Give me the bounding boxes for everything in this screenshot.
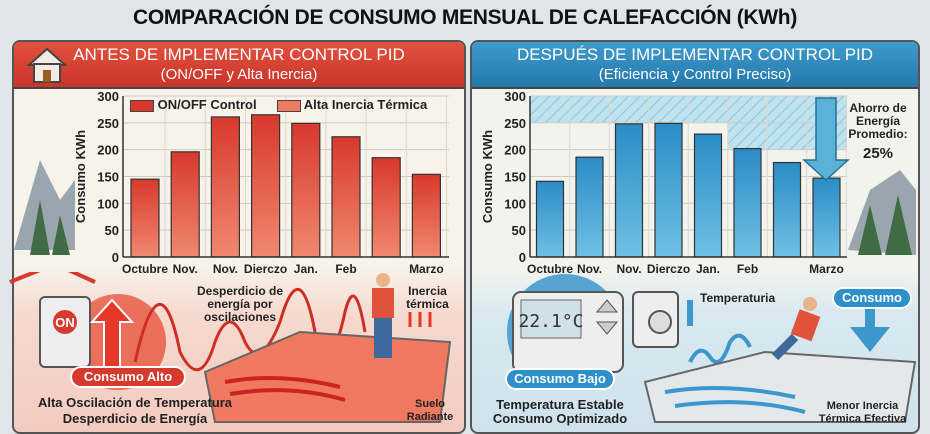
bar [535,180,565,258]
legend-item-inertia: Alta Inercia Térmica [276,97,427,112]
bar [411,173,441,258]
savings-arrow-icon [802,97,850,182]
y-tick-label: 150 [504,170,526,185]
bar [812,177,841,258]
bar [331,136,361,258]
savings-hatch-region [688,96,728,123]
y-tick-label: 100 [97,196,119,211]
on-badge: ON [55,315,75,330]
tree-right [858,195,912,255]
x-tick-label: Feb [737,262,758,276]
before-caption-2: Desperdicio de Energía [62,411,208,426]
x-tick-label: Nov. [616,262,641,276]
heat-arrows-icon [408,312,432,327]
inertia-label: Inercia térmica [406,284,449,311]
bar [693,133,723,258]
x-tick-label: Jan. [696,262,720,276]
y-tick-label: 200 [97,143,119,158]
house-icon [26,47,68,83]
bar [130,178,160,258]
bar [291,122,321,258]
consumption-badge: Consumo [832,287,912,309]
savings-hatch-region [530,96,570,123]
bar [614,123,644,258]
after-caption-2: Consumo Optimizado [492,411,628,426]
y-tick-label: 100 [504,196,526,211]
down-arrow-icon [850,307,890,352]
savings-label: Ahorro de Energía Promedio: [848,101,908,141]
y-tick-label: 0 [112,250,119,265]
bar [575,156,604,258]
y-tick-label: 250 [97,116,119,131]
person-reclining-icon [771,297,821,361]
after-inertia-label: Menor Inercia Térmica Efectiva [818,400,907,425]
after-caption-1: Temperatura Estable [496,397,624,412]
y-tick-label: 250 [504,116,526,131]
bar [210,116,240,258]
before-heading: ANTES DE IMPLEMENTAR CONTROL PID [73,45,405,64]
floor-label: Suelo Radiante [406,398,454,423]
y-tick-label: 50 [512,223,526,238]
y-tick-label: 300 [97,89,119,104]
tree-left [30,200,70,255]
bar [371,157,401,258]
x-tick-label: Nov. [213,262,238,276]
temperature-label: Temperaturia [700,291,776,305]
x-tick-label: Nov. [173,262,198,276]
before-illustration: ON [9,272,452,423]
oscillation-label: Desperdicio de energía por oscilaciones [196,284,284,324]
person-icon [372,273,394,358]
x-tick-label: Dierczo [244,262,287,276]
y-tick-label: 0 [519,250,526,265]
bar [654,122,683,258]
savings-hatch-region [569,96,610,123]
legend-item-onoff: ON/OFF Control [130,97,257,112]
low-consumption-badge: Consumo Bajo [505,368,615,390]
x-tick-label: Dierczo [647,262,690,276]
y-tick-label: 150 [97,170,119,185]
savings-hatch-region [609,96,649,123]
after-heading: DESPUÉS DE IMPLEMENTAR CONTROL PID [516,45,874,64]
before-subheading: (ON/OFF y Alta Inercia) [160,66,318,83]
before-caption-1: Alta Oscilación de Temperatura [37,395,233,410]
x-tick-label: Marzo [409,262,444,276]
high-consumption-badge: Consumo Alto [70,366,186,388]
after-subheading: (Eficiencia y Control Preciso) [598,66,792,83]
x-tick-label: Jan. [294,262,318,276]
y-tick-label: 300 [504,89,526,104]
before-header: ANTES DE IMPLEMENTAR CONTROL PID (ON/OFF… [14,42,464,89]
bar [251,114,281,258]
after-illustration: 22.1°C [507,274,917,423]
page-title: COMPARACIÓN DE CONSUMO MENSUAL DE CALEFA… [132,6,798,29]
savings-value: 25% [862,145,894,162]
x-tick-label: Octubre [122,262,168,276]
y-tick-label: 50 [105,223,119,238]
radiant-floor [643,350,917,423]
x-tick-label: Nov. [577,262,602,276]
bar [733,147,762,258]
bar [170,151,200,258]
wave [688,333,752,364]
x-tick-label: Feb [335,262,356,276]
after-header: DESPUÉS DE IMPLEMENTAR CONTROL PID (Efic… [472,42,918,89]
thermostat-readout: 22.1°C [518,311,583,332]
legend: ON/OFF Control Alta Inercia Térmica [130,97,427,112]
x-tick-label: Marzo [809,262,844,276]
x-tick-label: Octubre [527,262,573,276]
savings-hatch-region [648,96,689,123]
y-tick-label: 200 [504,143,526,158]
y-axis-label: Consumo KWh [73,130,88,223]
bar [772,161,802,258]
y-axis-label: Consumo KWh [480,130,495,223]
